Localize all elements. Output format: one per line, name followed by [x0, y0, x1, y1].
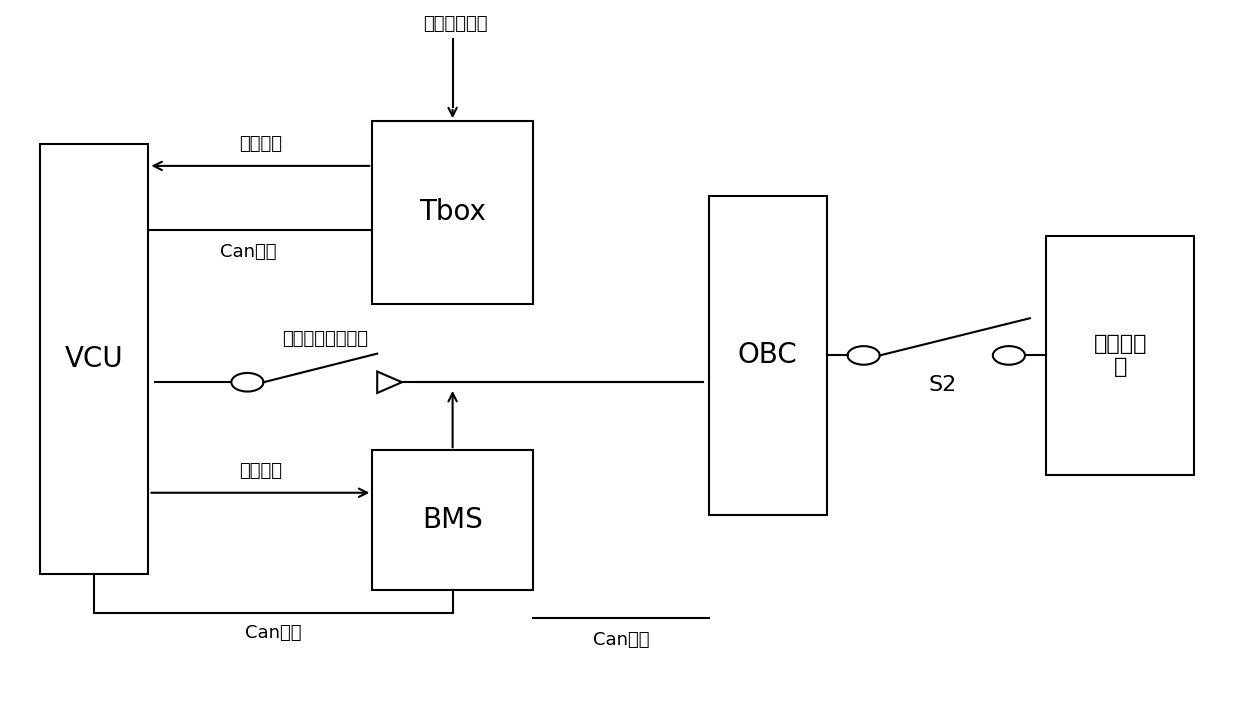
Text: 硬线唤醒: 硬线唤醒	[239, 135, 282, 153]
Text: VCU: VCU	[64, 345, 124, 373]
FancyBboxPatch shape	[40, 144, 149, 574]
Text: OBC: OBC	[738, 342, 798, 370]
Text: 交流充电
桧: 交流充电 桧	[1094, 334, 1147, 377]
Text: BMS: BMS	[422, 506, 483, 534]
FancyBboxPatch shape	[1046, 236, 1194, 475]
Text: Can线号: Can线号	[245, 625, 301, 643]
FancyBboxPatch shape	[372, 450, 533, 589]
Text: S2: S2	[928, 376, 957, 396]
FancyBboxPatch shape	[372, 121, 533, 304]
Text: 硬线唤醒: 硬线唤醒	[239, 462, 282, 480]
Text: 加热保温膜接触器: 加热保温膜接触器	[281, 330, 368, 348]
Text: Can线号: Can线号	[592, 631, 649, 649]
FancyBboxPatch shape	[709, 196, 826, 515]
Text: Can线号: Can线号	[219, 243, 276, 261]
Text: Tbox: Tbox	[419, 198, 486, 226]
Text: 手机无线信号: 手机无线信号	[422, 15, 487, 33]
